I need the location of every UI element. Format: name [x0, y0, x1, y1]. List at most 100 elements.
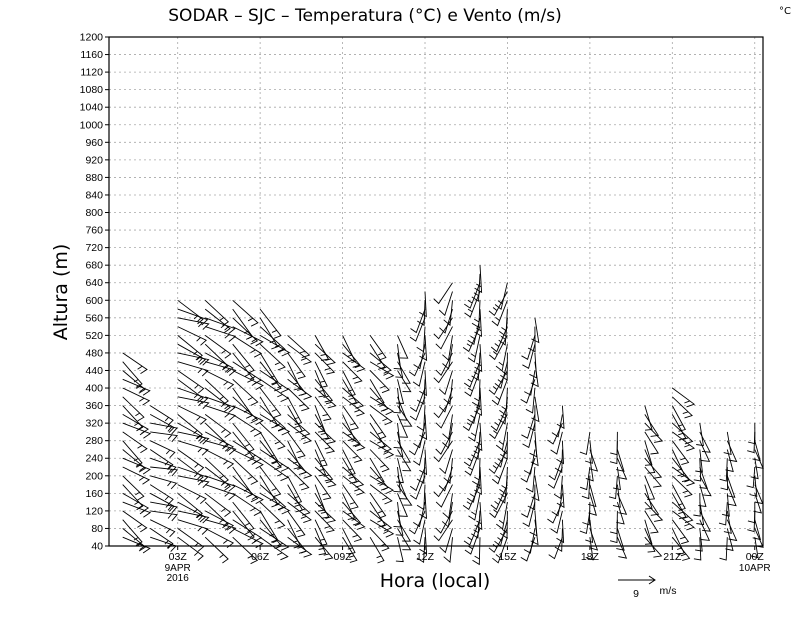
wind-barb [177, 431, 210, 445]
wind-barb [122, 475, 145, 501]
wind-barb [369, 379, 385, 406]
y-tick-label: 320 [85, 418, 103, 430]
wind-barb [474, 309, 482, 338]
wind-barb [369, 431, 392, 453]
wind-barb [369, 510, 393, 532]
wind-barb [287, 519, 302, 549]
wind-barb [122, 396, 145, 422]
wind-barb [419, 291, 427, 318]
wind-barb [750, 458, 759, 480]
wind-barb [556, 519, 565, 544]
wind-barb [259, 466, 282, 498]
wind-barb [177, 335, 203, 361]
wind-barb [548, 458, 563, 481]
y-tick-label: 760 [85, 225, 103, 237]
wind-barb [259, 335, 291, 357]
wind-barb [492, 458, 508, 485]
wind-barb [150, 466, 179, 477]
wind-barb [122, 361, 143, 388]
wind-barb [521, 493, 536, 518]
wind-barb [419, 370, 427, 397]
wind-barb [122, 457, 151, 475]
wind-barb [397, 405, 413, 427]
wind-barb [314, 405, 326, 433]
wind-barb [463, 519, 481, 546]
wind-barb [671, 457, 691, 483]
wind-barb [417, 300, 426, 327]
wind-barb [122, 484, 144, 511]
wind-barb [747, 502, 756, 524]
wind-barb [150, 475, 178, 490]
wind-barb [696, 502, 705, 526]
wind-barb [149, 484, 174, 505]
wind-barb [550, 510, 563, 534]
wind-barb [474, 387, 482, 417]
wind-barb [369, 422, 386, 449]
wind-barb [122, 440, 143, 467]
wind-barb [342, 466, 365, 488]
wind-barb [472, 537, 481, 566]
x-tick-label: 03Z [169, 551, 188, 563]
wind-barb [616, 458, 628, 480]
wind-barb [500, 352, 508, 381]
wind-barb [491, 300, 508, 327]
wind-barb [644, 440, 653, 466]
wind-barb [314, 493, 330, 519]
wind-barb [419, 528, 428, 555]
wind-barb [122, 431, 148, 454]
wind-barb [150, 501, 178, 514]
wind-barb [122, 370, 146, 394]
wind-barb [726, 440, 738, 463]
wind-barb [150, 510, 178, 522]
wind-barb [314, 440, 328, 467]
wind-barb [472, 458, 481, 487]
wind-barb [522, 501, 536, 528]
wind-barb [551, 493, 563, 517]
wind-barb [397, 361, 411, 384]
wind-barb [463, 361, 481, 388]
wind-barb [150, 457, 177, 474]
wind-barb [442, 423, 453, 449]
wind-barb [397, 440, 411, 463]
wind-barb [438, 370, 453, 396]
wind-barb [672, 501, 694, 524]
wind-barb [177, 378, 204, 404]
wind-barb [369, 440, 395, 459]
wind-barb [725, 528, 734, 552]
wind-barb [122, 536, 151, 554]
wind-barb [122, 492, 150, 513]
wind-barb [521, 335, 536, 360]
wind-barb [149, 528, 174, 549]
wind-barb [579, 466, 591, 491]
wind-barb [413, 440, 426, 466]
wind-barb [474, 502, 483, 531]
wind-barb [474, 466, 482, 496]
wind-barb [523, 449, 536, 475]
x-tick-label: 18Z [581, 551, 600, 563]
wind-barb [610, 431, 618, 456]
wind-barb [551, 414, 563, 438]
wind-barb [204, 299, 230, 327]
wind-barb [342, 519, 363, 542]
wind-barb [177, 361, 209, 377]
wind-barb [259, 422, 286, 450]
wind-barb [671, 475, 693, 498]
wind-barb [433, 475, 453, 498]
reference-speed: 9 [633, 588, 639, 600]
wind-barb [259, 501, 286, 529]
wind-barb [468, 493, 481, 521]
wind-barb [177, 492, 203, 519]
wind-barb [644, 449, 656, 474]
wind-barb [609, 510, 618, 535]
wind-barb [204, 422, 229, 450]
wind-barb [204, 457, 229, 485]
wind-barb [671, 440, 690, 466]
wind-barb [204, 501, 229, 529]
wind-barb [232, 352, 255, 383]
wind-barb [499, 466, 508, 496]
grid [109, 37, 763, 546]
wind-barb [499, 309, 508, 338]
wind-barb [442, 414, 453, 440]
wind-barb [259, 431, 279, 464]
wind-barb [287, 422, 313, 445]
